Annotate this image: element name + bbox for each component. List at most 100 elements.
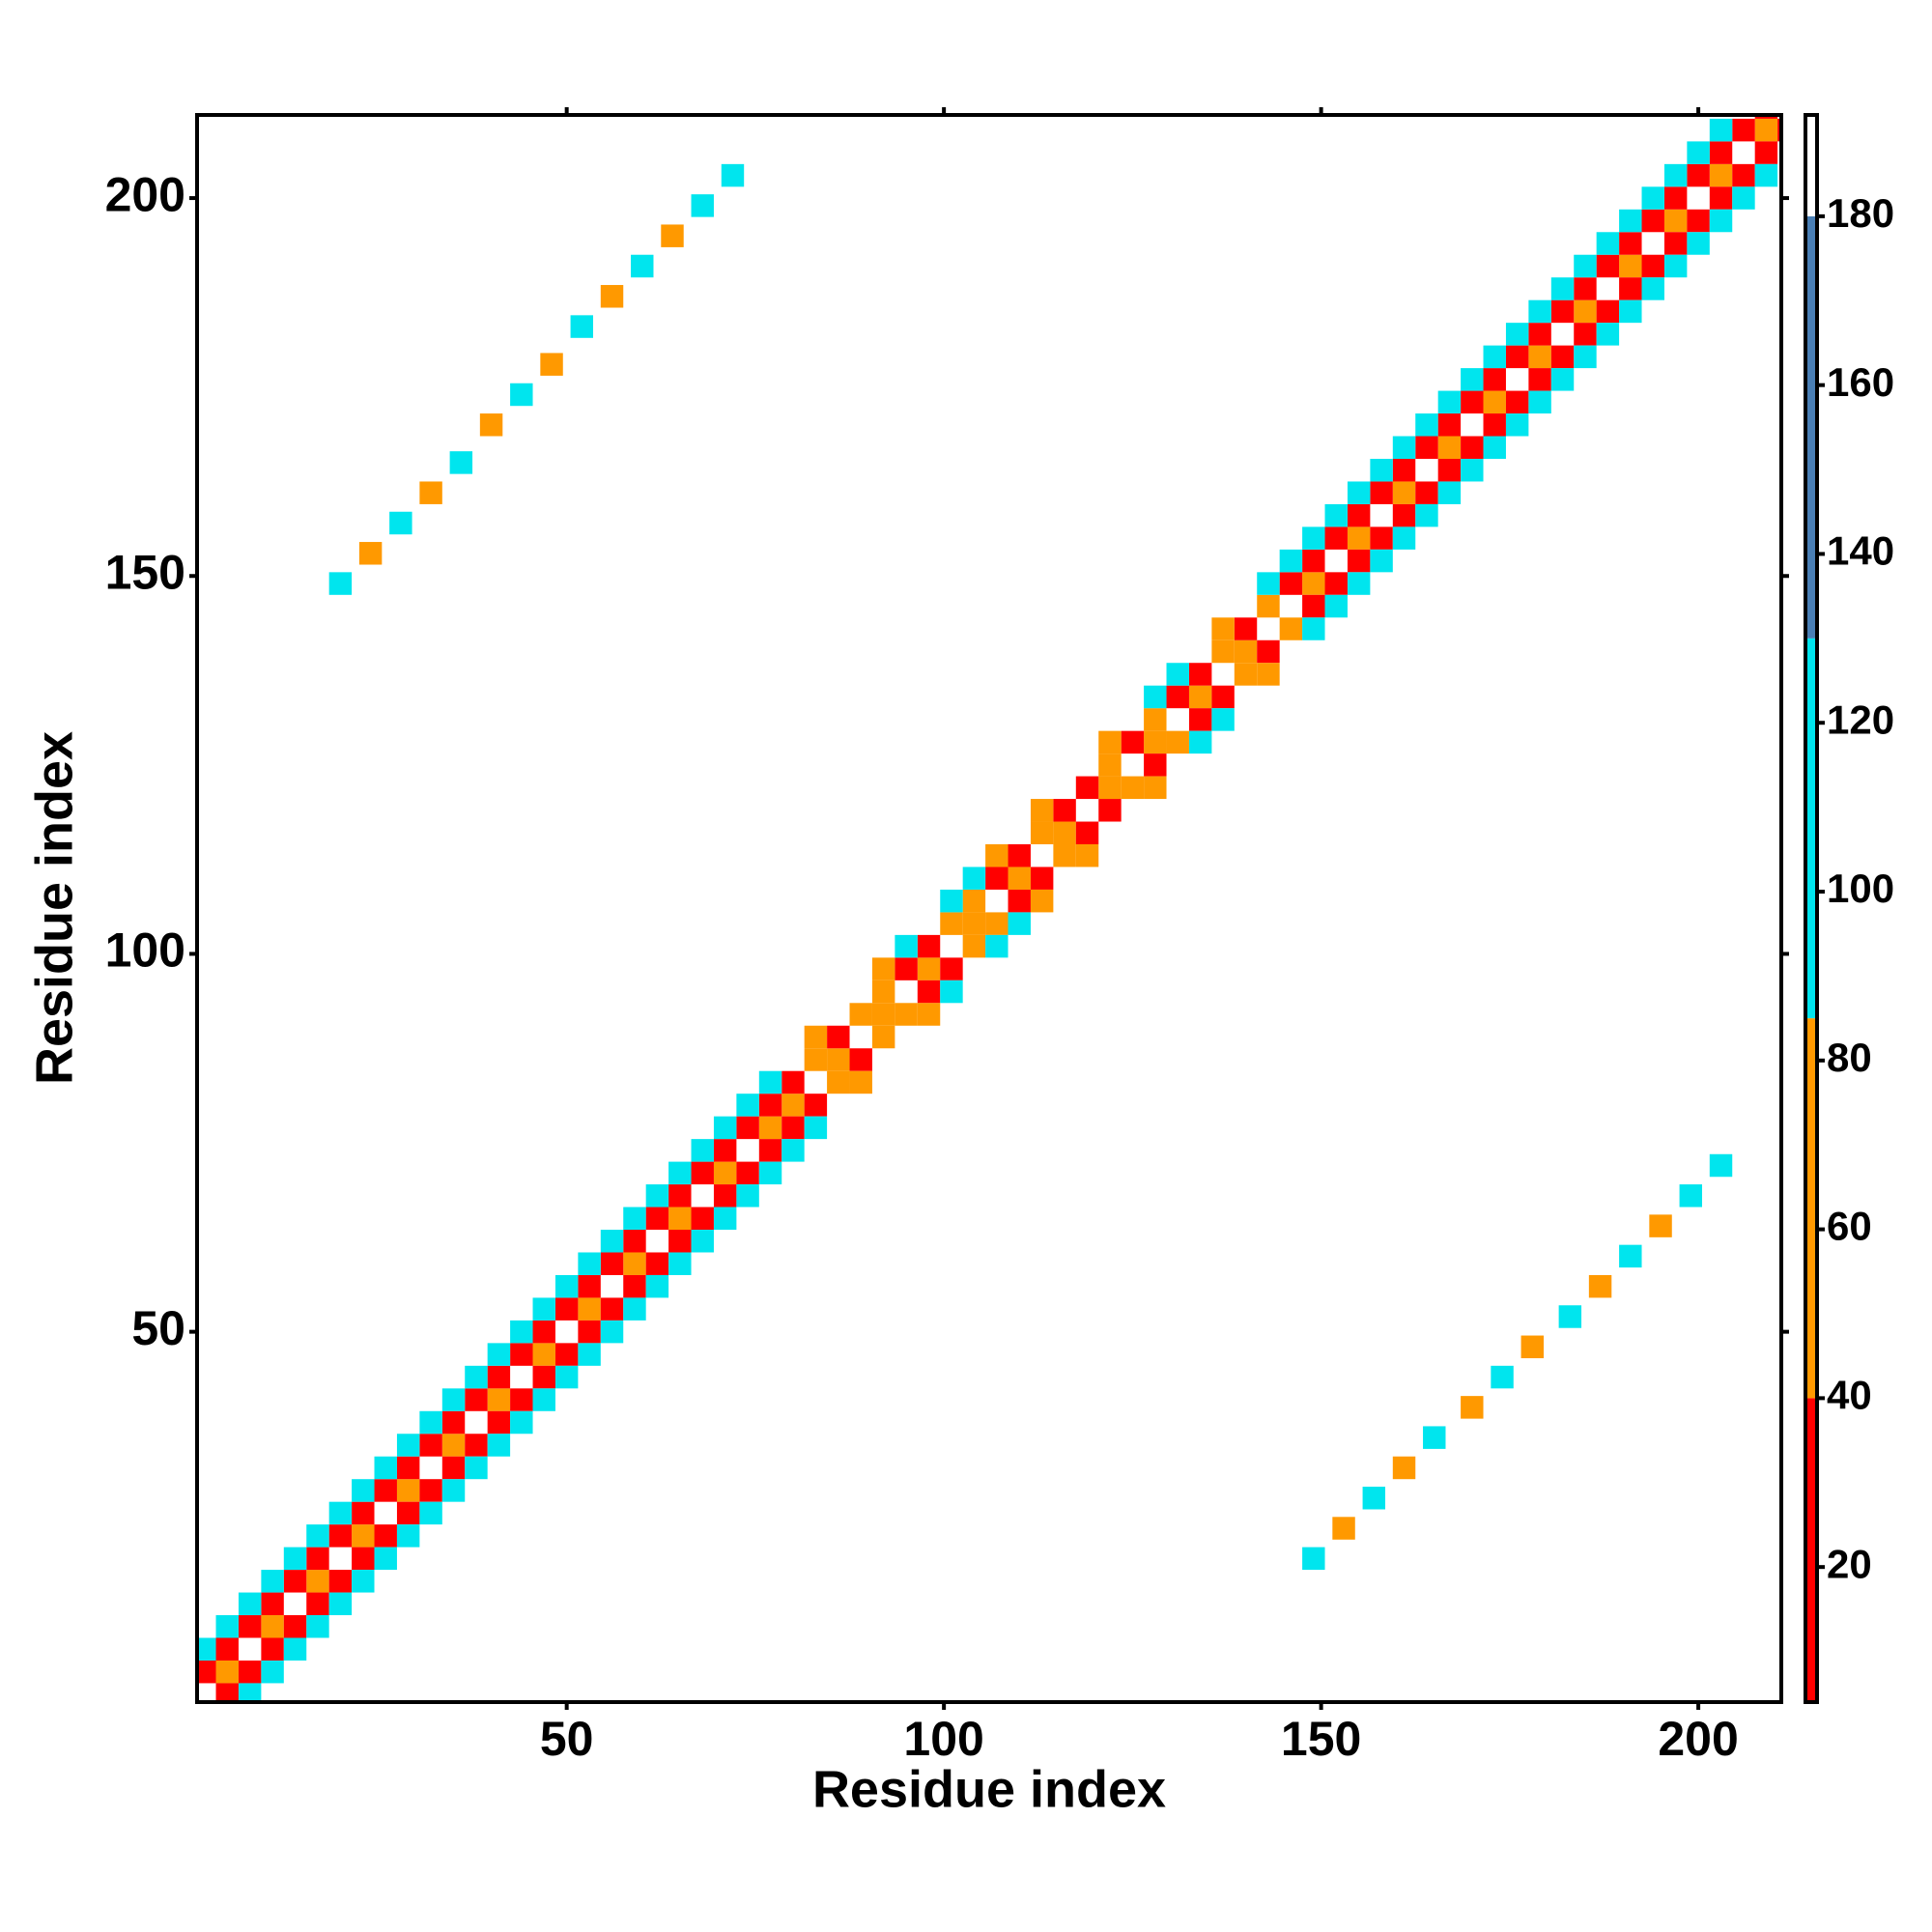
heat-cell — [306, 1570, 329, 1593]
heat-cell-mirror — [1166, 730, 1189, 754]
heat-cell — [1302, 526, 1325, 550]
heat-cell-mirror — [645, 1274, 669, 1298]
heat-cell — [1437, 390, 1462, 414]
x-tick-label: 200 — [1658, 1712, 1738, 1766]
heat-cell — [1528, 345, 1551, 369]
heat-cell-mirror — [1370, 526, 1393, 550]
heat-cell — [1370, 481, 1393, 504]
heat-cell — [1687, 186, 1710, 210]
contact-cell — [631, 254, 654, 278]
heat-cell-mirror — [985, 912, 1009, 935]
heat-cell-mirror — [1574, 345, 1597, 369]
heat-cell — [985, 889, 1009, 913]
heat-cell — [713, 1161, 737, 1185]
heat-cell-mirror — [306, 1615, 329, 1638]
heat-cell — [1030, 799, 1054, 822]
heat-cell — [1279, 572, 1303, 595]
heat-cell — [758, 1070, 782, 1094]
heat-cell — [532, 1297, 555, 1321]
heat-cell — [781, 1094, 805, 1117]
heat-cell — [197, 1660, 216, 1684]
heat-cell-mirror — [849, 1048, 872, 1071]
heat-cell — [1257, 572, 1280, 595]
heat-cell — [1415, 458, 1438, 482]
contact-cell-mirror — [1332, 1517, 1355, 1540]
heat-cell — [736, 1094, 759, 1117]
heat-cell — [1641, 209, 1664, 233]
heat-cell — [283, 1547, 307, 1571]
heat-cell — [1053, 799, 1076, 822]
contact-cell-mirror — [1619, 1244, 1642, 1268]
contact-cell — [328, 572, 353, 595]
heat-cell-mirror — [1732, 186, 1755, 210]
heat-cell — [1121, 753, 1145, 777]
heat-cell — [623, 1207, 646, 1231]
heat-cell-mirror — [1257, 663, 1280, 686]
heat-cell-mirror — [1302, 617, 1325, 640]
heat-cell-mirror — [1461, 436, 1484, 459]
heat-cell-mirror — [1550, 345, 1575, 369]
heat-cell — [1732, 141, 1755, 164]
heat-cell-mirror — [487, 1410, 511, 1435]
heat-cell — [623, 1252, 646, 1275]
contact-cell-mirror — [1423, 1426, 1446, 1449]
contact-cell — [510, 383, 533, 407]
heat-cell — [396, 1479, 420, 1502]
heat-cell-mirror — [328, 1570, 353, 1593]
heat-cell — [917, 934, 941, 958]
heat-cell-mirror — [374, 1524, 397, 1548]
heat-cell — [1347, 481, 1371, 504]
heat-cell-mirror — [306, 1592, 329, 1616]
heat-cell — [736, 1139, 759, 1162]
heat-cell-mirror — [713, 1207, 737, 1231]
heat-cell — [328, 1501, 353, 1525]
heat-cell-mirror — [940, 980, 963, 1004]
heat-cell-mirror — [1461, 458, 1484, 482]
heat-cell — [1347, 503, 1371, 527]
contact-cell-mirror — [1588, 1274, 1612, 1298]
heat-cell — [1279, 549, 1303, 573]
heat-cell-mirror — [1619, 299, 1642, 324]
heat-cell — [691, 1139, 714, 1162]
heat-cell-mirror — [1754, 141, 1778, 164]
heat-cell-mirror — [1596, 299, 1620, 324]
contact-cell — [419, 481, 442, 504]
contact-cell-mirror — [1461, 1396, 1484, 1419]
heat-cell — [1709, 163, 1733, 187]
heat-cell — [197, 1637, 216, 1661]
colorbar-tick-label: 80 — [1827, 1035, 1872, 1080]
colorbar-segment — [1805, 1018, 1817, 1399]
heat-cell — [1596, 254, 1620, 278]
heat-cell — [465, 1410, 488, 1435]
heat-cell — [261, 1570, 284, 1593]
heat-cell — [962, 912, 986, 935]
heat-cell — [532, 1343, 555, 1366]
heat-cell — [758, 1094, 782, 1117]
heat-cell-mirror — [283, 1615, 307, 1638]
heat-cell — [1663, 209, 1688, 233]
heat-cell-mirror — [554, 1365, 579, 1389]
heat-cell — [1166, 685, 1189, 709]
heat-cell — [578, 1297, 601, 1321]
contact-cell-mirror — [1302, 1547, 1325, 1571]
heat-cell — [215, 1660, 239, 1684]
heat-cell — [962, 867, 986, 890]
heat-cell-mirror — [645, 1252, 669, 1275]
heat-cell — [1211, 639, 1235, 664]
heat-cell-mirror — [532, 1388, 555, 1411]
heat-cell — [1257, 594, 1280, 618]
heat-cell — [623, 1230, 646, 1253]
heat-cell-mirror — [713, 1184, 737, 1208]
heat-cell — [1619, 232, 1642, 255]
heat-cell — [1415, 413, 1438, 437]
colorbar-tick-label: 20 — [1827, 1541, 1872, 1586]
heat-cell-mirror — [1098, 799, 1122, 822]
heat-cell-mirror — [1347, 549, 1371, 573]
contact-cell-mirror — [1649, 1214, 1672, 1237]
heat-cell-mirror — [691, 1230, 714, 1253]
heat-cell-mirror — [396, 1501, 420, 1525]
heat-cell — [396, 1456, 420, 1480]
heat-cell — [352, 1524, 375, 1548]
heat-cell-mirror — [487, 1434, 511, 1457]
heat-cell-mirror — [758, 1139, 782, 1162]
